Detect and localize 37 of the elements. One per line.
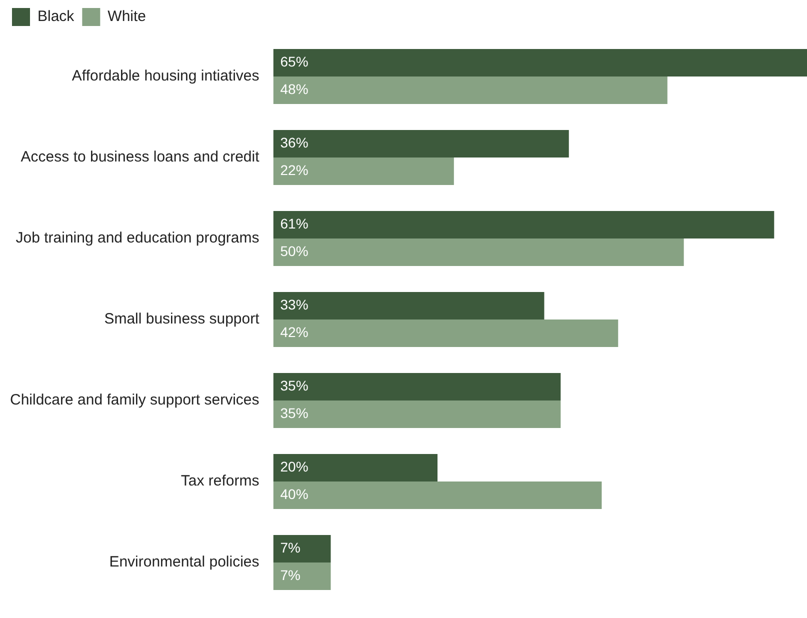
data-label: 48% (280, 81, 308, 98)
y-tick-label: Job training and education programs (16, 230, 260, 247)
data-label: 61% (280, 216, 308, 232)
bar (273, 48, 807, 76)
bar (273, 482, 602, 510)
data-label: 35% (280, 405, 308, 422)
bar (273, 76, 668, 104)
y-tick-label: Tax reforms (180, 472, 260, 490)
data-label: 7% (280, 540, 301, 556)
y-tick-label: Small business support (104, 310, 260, 328)
bar (273, 320, 618, 348)
data-label: 7% (280, 567, 301, 584)
legend-label: White (108, 8, 146, 26)
data-label: 65% (280, 54, 308, 70)
bar (273, 158, 454, 186)
data-label: 35% (280, 378, 308, 394)
y-tick-label: Access to business loans and credit (20, 148, 260, 166)
data-label: 36% (280, 134, 308, 151)
data-label: 20% (280, 458, 308, 475)
bar (273, 210, 774, 238)
data-label: 50% (280, 243, 308, 260)
y-tick-label: Environmental policies (109, 554, 260, 571)
bar (273, 562, 331, 590)
bar (273, 400, 561, 428)
y-tick-label: Childcare and family support services (10, 392, 260, 409)
bar (273, 238, 684, 266)
bar (273, 292, 544, 320)
bar (273, 454, 438, 482)
y-tick-label: Affordable housing intiatives (72, 68, 260, 85)
legend-label: Black (38, 8, 75, 26)
bar (273, 130, 569, 158)
data-label: 33% (280, 296, 308, 313)
data-label: 22% (280, 162, 308, 178)
bar (273, 534, 331, 562)
data-label: 42% (280, 324, 308, 340)
bar (273, 372, 561, 400)
data-label: 40% (280, 486, 308, 502)
